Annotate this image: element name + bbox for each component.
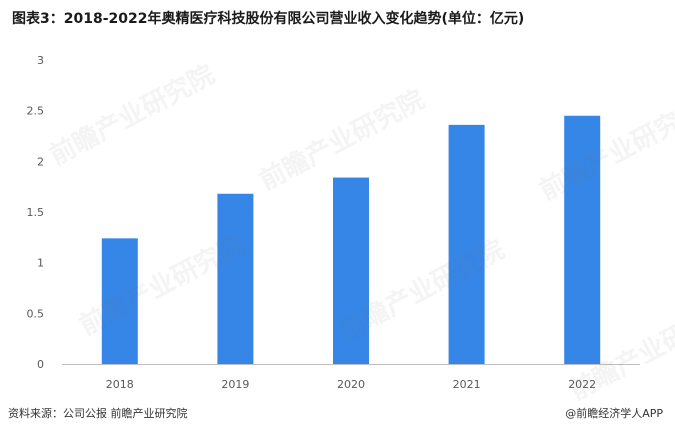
x-tick-label: 2022	[568, 378, 596, 391]
y-tick-label: 2.5	[27, 105, 45, 118]
y-tick-label: 0.5	[27, 307, 45, 320]
y-tick-label: 0	[37, 358, 44, 371]
credit-note: @前瞻经济学人APP	[565, 407, 663, 420]
bar-2022	[564, 115, 601, 364]
chart-title: 图表3：2018-2022年奥精医疗科技股份有限公司营业收入变化趋势(单位：亿元…	[12, 11, 525, 27]
y-tick-label: 1.5	[27, 206, 45, 219]
x-tick-label: 2019	[221, 378, 249, 391]
x-tick-label: 2018	[106, 378, 134, 391]
source-note: 资料来源：公司公报 前瞻产业研究院	[8, 407, 188, 420]
x-tick-label: 2021	[453, 378, 481, 391]
x-tick-label: 2020	[337, 378, 365, 391]
bar-2020	[333, 177, 369, 364]
bar-2021	[448, 124, 485, 364]
y-tick-label: 3	[37, 54, 44, 67]
y-tick-label: 1	[37, 257, 44, 270]
bar-2018	[101, 238, 138, 364]
bar-2019	[217, 193, 254, 364]
y-tick-label: 2	[37, 155, 44, 168]
